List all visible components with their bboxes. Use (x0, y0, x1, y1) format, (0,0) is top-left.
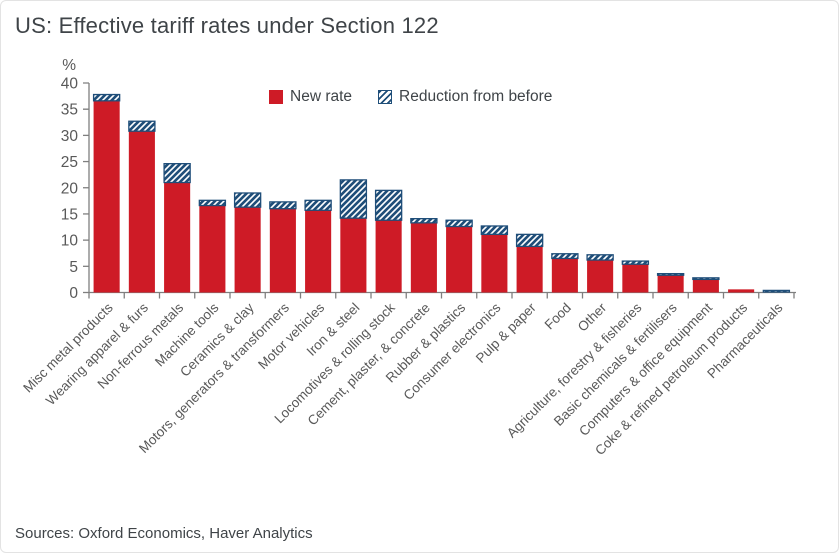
bar-segment-new-rate (446, 226, 473, 293)
bar-segment-reduction (551, 253, 579, 260)
bar-segment-reduction (163, 163, 191, 184)
bar-segment-new-rate (199, 205, 226, 293)
legend-label-new-rate: New rate (290, 88, 353, 105)
bar-segment-new-rate (164, 182, 191, 293)
bar-segment-reduction (374, 189, 403, 221)
bar-segment-reduction (198, 199, 227, 207)
bar-segment-reduction (233, 192, 262, 208)
bar-segment-reduction (339, 179, 368, 219)
bar-segment-new-rate (481, 234, 508, 293)
bar-segment-reduction (692, 277, 720, 281)
bar-segment-new-rate (657, 275, 684, 293)
bar-segment-reduction (410, 218, 438, 224)
y-tick-label: 40 (61, 76, 79, 93)
reduction-swatch-icon (378, 90, 393, 104)
bar-segment-new-rate (305, 210, 332, 293)
chart-legend: New rate Reduction from before (269, 88, 552, 106)
bar-segment-reduction (304, 199, 332, 211)
y-tick-label: 15 (61, 206, 78, 223)
new-rate-swatch-icon (269, 90, 283, 104)
bar-segment-reduction (621, 260, 650, 265)
y-axis-unit-label: % (62, 57, 76, 74)
y-tick-label: 35 (61, 102, 78, 119)
y-tick-label: 10 (61, 233, 79, 250)
y-tick-label: 25 (61, 154, 78, 171)
legend-item-reduction: Reduction from before (378, 88, 552, 106)
bar-segment-reduction (128, 120, 156, 132)
bar-segment-new-rate (728, 289, 755, 293)
legend-item-new-rate: New rate (269, 88, 352, 106)
y-tick-label: 0 (69, 285, 78, 302)
bar-segment-reduction (445, 219, 473, 228)
bar-segment-new-rate (375, 220, 402, 293)
bar-segment-new-rate (128, 131, 155, 293)
legend-label-reduction: Reduction from before (399, 88, 553, 105)
bar-segment-new-rate (587, 260, 614, 293)
bar-segment-reduction (586, 254, 614, 261)
chart-title: US: Effective tariff rates under Section… (15, 13, 439, 38)
bar-segment-new-rate (234, 207, 261, 293)
y-tick-label: 20 (61, 180, 79, 197)
bar-segment-reduction (92, 93, 121, 102)
x-tick-label: Food (542, 300, 574, 332)
bar-segment-new-rate (551, 258, 578, 293)
bar-segment-reduction (656, 272, 685, 276)
bar-segment-new-rate (410, 222, 437, 293)
bar-segment-new-rate (516, 246, 543, 293)
bar-segment-new-rate (93, 100, 120, 293)
y-tick-label: 30 (61, 128, 79, 145)
bar-segment-reduction (480, 225, 509, 236)
source-note: Sources: Oxford Economics, Haver Analyti… (15, 525, 313, 542)
bar-segment-new-rate (622, 264, 649, 293)
bar-segment-new-rate (269, 208, 296, 293)
bar-segment-new-rate (692, 279, 719, 293)
bar-segment-new-rate (340, 218, 367, 293)
bar-segment-reduction (269, 201, 297, 210)
bars (92, 93, 791, 293)
bar-segment-reduction (762, 289, 791, 293)
bar-segment-reduction (515, 233, 544, 248)
y-tick-label: 5 (69, 259, 78, 276)
